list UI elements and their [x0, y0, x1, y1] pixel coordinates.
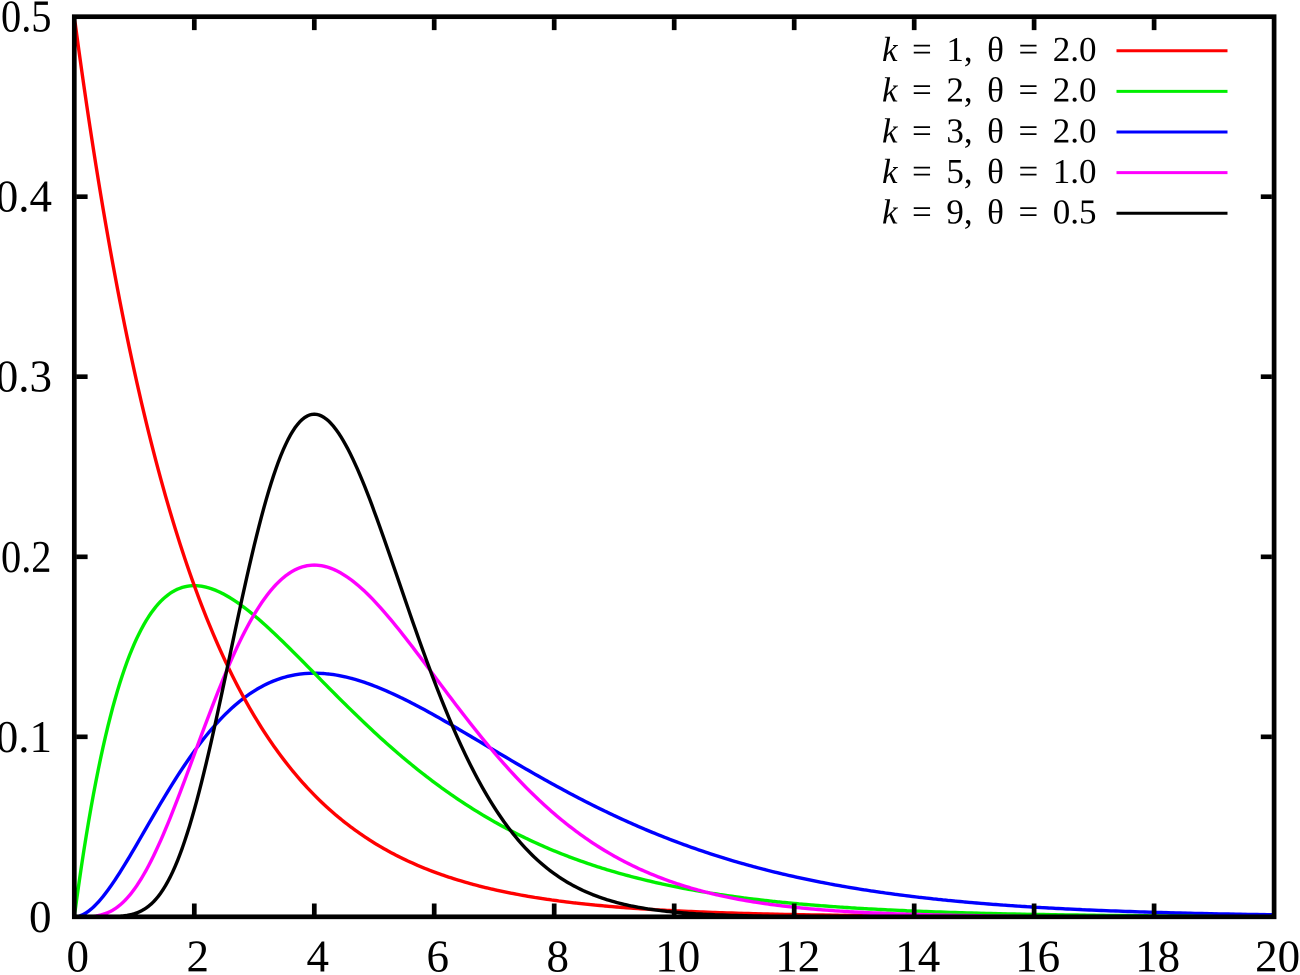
svg-text:k = 9, θ = 0.5: k = 9, θ = 0.5 [882, 193, 1097, 232]
svg-text:0: 0 [29, 892, 52, 942]
svg-text:k = 1, θ = 2.0: k = 1, θ = 2.0 [882, 30, 1097, 69]
svg-text:k = 3, θ = 2.0: k = 3, θ = 2.0 [882, 111, 1097, 150]
svg-text:16: 16 [1015, 932, 1060, 975]
svg-text:18: 18 [1135, 932, 1180, 975]
svg-text:0.1: 0.1 [0, 712, 52, 762]
svg-text:2: 2 [187, 932, 210, 975]
svg-text:10: 10 [655, 932, 700, 975]
svg-text:0.2: 0.2 [1, 532, 52, 582]
svg-text:20: 20 [1255, 932, 1300, 975]
svg-text:0: 0 [67, 932, 90, 975]
svg-text:4: 4 [307, 932, 330, 975]
svg-text:8: 8 [546, 932, 569, 975]
svg-text:k = 5, θ = 1.0: k = 5, θ = 1.0 [882, 152, 1097, 191]
svg-text:0.4: 0.4 [0, 172, 52, 222]
svg-text:14: 14 [895, 932, 940, 975]
svg-text:0.3: 0.3 [0, 352, 52, 402]
svg-text:0.5: 0.5 [1, 0, 52, 42]
svg-text:12: 12 [775, 932, 820, 975]
svg-text:6: 6 [426, 932, 449, 975]
svg-text:k = 2, θ = 2.0: k = 2, θ = 2.0 [882, 71, 1097, 110]
